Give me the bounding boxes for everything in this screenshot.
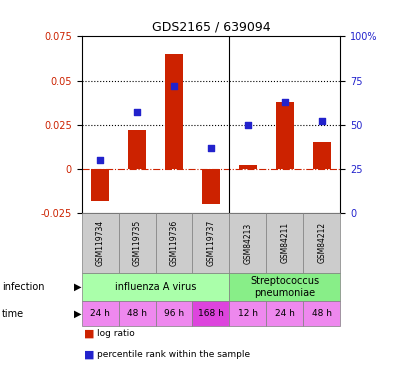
Bar — [91, 169, 109, 201]
Text: time: time — [2, 309, 24, 319]
Text: ▶: ▶ — [74, 282, 81, 292]
Bar — [165, 54, 183, 169]
Text: 24 h: 24 h — [90, 310, 110, 318]
Text: 96 h: 96 h — [164, 310, 184, 318]
Text: influenza A virus: influenza A virus — [115, 282, 196, 292]
Text: 168 h: 168 h — [198, 310, 224, 318]
Point — [245, 122, 251, 128]
Point — [97, 157, 103, 163]
Text: log ratio: log ratio — [97, 329, 135, 338]
Text: GSM84211: GSM84211 — [280, 222, 289, 263]
Text: infection: infection — [2, 282, 45, 292]
Bar — [275, 102, 294, 169]
Text: GSM119734: GSM119734 — [96, 220, 105, 266]
Text: GSM119737: GSM119737 — [207, 220, 215, 266]
Title: GDS2165 / 639094: GDS2165 / 639094 — [152, 21, 270, 34]
Text: percentile rank within the sample: percentile rank within the sample — [97, 350, 250, 359]
Point — [134, 109, 140, 116]
Text: GSM119736: GSM119736 — [170, 220, 178, 266]
Text: 48 h: 48 h — [127, 310, 147, 318]
Point — [171, 83, 177, 89]
Text: Streptococcus
pneumoniae: Streptococcus pneumoniae — [250, 276, 320, 298]
Point — [282, 99, 288, 105]
Point — [319, 118, 325, 124]
Text: GSM119735: GSM119735 — [133, 220, 142, 266]
Text: ■: ■ — [84, 349, 94, 359]
Text: 12 h: 12 h — [238, 310, 258, 318]
Text: 24 h: 24 h — [275, 310, 295, 318]
Bar — [202, 169, 220, 204]
Bar — [128, 130, 146, 169]
Text: GSM84213: GSM84213 — [244, 222, 252, 263]
Text: GSM84212: GSM84212 — [317, 222, 326, 263]
Point — [208, 145, 214, 151]
Text: ■: ■ — [84, 328, 94, 338]
Bar — [312, 142, 331, 169]
Text: 48 h: 48 h — [312, 310, 332, 318]
Text: ▶: ▶ — [74, 309, 81, 319]
Bar — [239, 166, 257, 169]
